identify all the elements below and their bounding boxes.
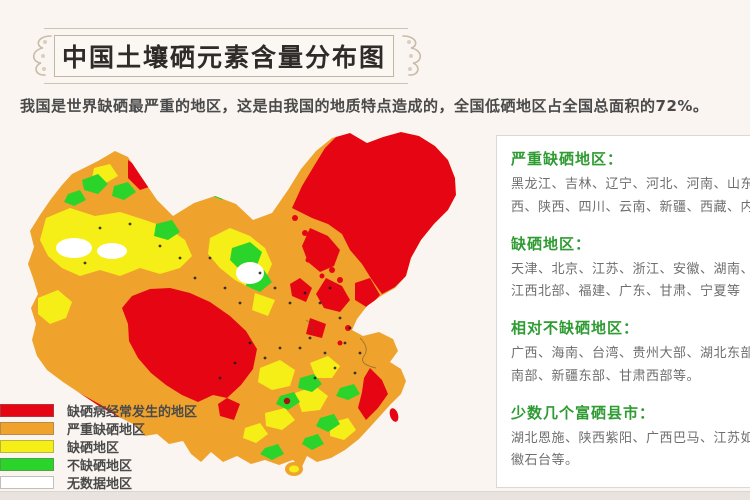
legend-row: 缺硒病经常发生的地区 [0, 401, 198, 420]
dark-red-spot [283, 397, 291, 405]
legend-label: 无数据地区 [67, 476, 133, 492]
flourish-icon [400, 33, 430, 83]
legend-swatch [0, 421, 54, 435]
legend-label: 不缺硒地区 [67, 458, 133, 474]
title-banner: 中国土壤硒元素含量分布图 [30, 26, 422, 86]
taiwan-island [389, 408, 399, 422]
info-section: 少数几个富硒县市： 湖北恩施、陕西紫阳、广西巴马、江苏如皋、安徽石台等。 [511, 402, 750, 474]
page-title: 中国土壤硒元素含量分布图 [61, 43, 386, 72]
info-section: 严重缺硒地区： 黑龙江、吉林、辽宁、河北、河南、山东、山西、陕西、四川、云南、新… [511, 148, 750, 220]
info-section-heading: 严重缺硒地区： [511, 150, 624, 168]
hainan-island [285, 462, 303, 476]
legend-swatch [0, 403, 54, 417]
info-section-body: 湖北恩施、陕西紫阳、广西巴马、江苏如皋、安徽石台等。 [511, 430, 750, 469]
legend-swatch [0, 457, 54, 471]
info-section-heading: 少数几个富硒县市： [511, 403, 656, 422]
legend-label: 严重缺硒地区 [67, 422, 146, 438]
map-dots [83, 222, 362, 380]
intro-text: 我国是世界缺硒最严重的地区，这是由我国的地质特点造成的，全国低硒地区占全国总面积… [20, 97, 709, 115]
legend-label: 缺硒病经常发生的地区 [67, 404, 198, 420]
legend-label: 缺硒地区 [67, 440, 120, 456]
info-section-heading: 缺硒地区： [511, 234, 592, 253]
map-nodata-regions [56, 238, 264, 284]
info-section-heading: 相对不缺硒地区： [511, 319, 640, 337]
legend-row: 不缺硒地区 [0, 455, 197, 474]
river-lines [305, 319, 377, 369]
banner-rule-top [44, 28, 408, 29]
info-section-body: 广西、海南、台湾、贵州大部、湖北东部、江西南部、新疆东部、甘肃西部等。 [511, 346, 750, 384]
china-selenium-map [10, 128, 510, 498]
legend-swatch [0, 439, 54, 453]
info-panel: 严重缺硒地区： 黑龙江、吉林、辽宁、河北、河南、山东、山西、陕西、四川、云南、新… [496, 135, 750, 488]
info-section: 缺硒地区： 天津、北京、江苏、浙江、安徽、湖南、湖北、江西北部、福建、广东、甘肃… [511, 233, 750, 305]
legend-row: 缺硒地区 [0, 437, 197, 456]
info-section: 相对不缺硒地区： 广西、海南、台湾、贵州大部、湖北东部、江西南部、新疆东部、甘肃… [511, 317, 750, 389]
china-map-svg [28, 132, 456, 476]
info-section-body: 天津、北京、江苏、浙江、安徽、湖南、湖北、江西北部、福建、广东、甘肃、宁夏等 [511, 261, 750, 300]
flourish-icon [24, 33, 54, 83]
legend-row: 严重缺硒地区 [0, 419, 197, 438]
info-section-body: 黑龙江、吉林、辽宁、河北、河南、山东、山西、陕西、四川、云南、新疆、西藏、内蒙等… [511, 177, 750, 215]
page-bottom-strip [0, 491, 750, 500]
map-legend: 缺硒病经常发生的地区 严重缺硒地区 缺硒地区 不缺硒地区 无数据地区 [0, 401, 198, 492]
legend-swatch [0, 475, 54, 489]
legend-row: 无数据地区 [0, 473, 197, 492]
map-yellow-regions [38, 164, 356, 443]
title-frame: 中国土壤硒元素含量分布图 [54, 35, 394, 77]
banner-rule-bottom [44, 83, 408, 84]
